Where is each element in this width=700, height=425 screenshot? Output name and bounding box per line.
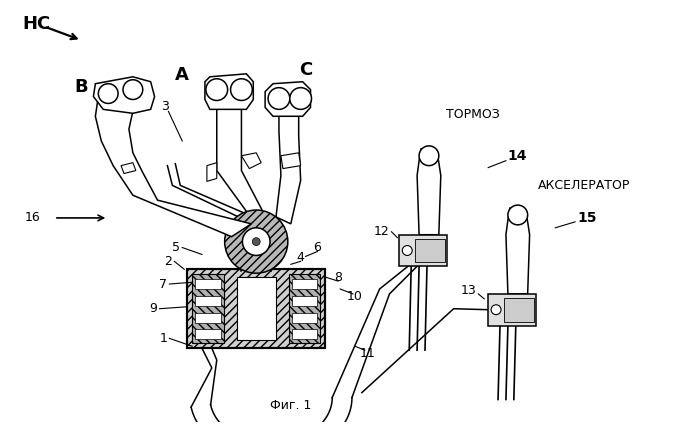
Polygon shape bbox=[195, 329, 220, 339]
Text: 3: 3 bbox=[162, 100, 169, 113]
Text: 1: 1 bbox=[160, 332, 167, 345]
Polygon shape bbox=[265, 82, 311, 116]
Text: 12: 12 bbox=[374, 225, 389, 238]
Text: ТОРМОЗ: ТОРМОЗ bbox=[446, 108, 500, 121]
Polygon shape bbox=[93, 77, 155, 113]
Circle shape bbox=[290, 88, 312, 109]
Text: 11: 11 bbox=[360, 347, 376, 360]
Text: A: A bbox=[175, 66, 189, 84]
Polygon shape bbox=[292, 329, 317, 339]
Polygon shape bbox=[504, 298, 533, 322]
Circle shape bbox=[225, 210, 288, 273]
Polygon shape bbox=[95, 84, 251, 237]
Polygon shape bbox=[276, 84, 301, 224]
Text: 5: 5 bbox=[172, 241, 180, 254]
Circle shape bbox=[123, 80, 143, 99]
Circle shape bbox=[268, 88, 290, 109]
Polygon shape bbox=[415, 239, 444, 262]
Text: 16: 16 bbox=[25, 211, 40, 224]
Polygon shape bbox=[207, 163, 217, 181]
Text: 10: 10 bbox=[347, 290, 363, 303]
Polygon shape bbox=[506, 208, 530, 294]
Polygon shape bbox=[187, 269, 326, 348]
Polygon shape bbox=[399, 235, 447, 266]
Text: 8: 8 bbox=[334, 271, 342, 283]
Polygon shape bbox=[292, 279, 317, 289]
Polygon shape bbox=[121, 163, 136, 173]
Polygon shape bbox=[241, 153, 261, 169]
Polygon shape bbox=[195, 279, 220, 289]
Polygon shape bbox=[417, 149, 441, 235]
Polygon shape bbox=[289, 274, 321, 343]
Polygon shape bbox=[217, 77, 264, 214]
Circle shape bbox=[252, 238, 260, 246]
Polygon shape bbox=[281, 153, 301, 169]
Text: АКСЕЛЕРАТОР: АКСЕЛЕРАТОР bbox=[538, 179, 630, 192]
Circle shape bbox=[508, 205, 528, 225]
Circle shape bbox=[206, 79, 228, 100]
Text: 9: 9 bbox=[150, 302, 158, 315]
Circle shape bbox=[419, 146, 439, 166]
Polygon shape bbox=[292, 313, 317, 323]
Circle shape bbox=[242, 228, 270, 255]
Polygon shape bbox=[488, 294, 536, 326]
Polygon shape bbox=[292, 296, 317, 306]
Circle shape bbox=[402, 246, 412, 255]
Text: 2: 2 bbox=[164, 255, 172, 268]
Text: 6: 6 bbox=[314, 241, 321, 254]
Text: C: C bbox=[299, 61, 312, 79]
Text: 7: 7 bbox=[160, 278, 167, 291]
Text: 4: 4 bbox=[297, 251, 304, 264]
Text: НС: НС bbox=[22, 15, 50, 34]
Circle shape bbox=[230, 79, 252, 100]
Text: B: B bbox=[75, 78, 88, 96]
Text: 13: 13 bbox=[461, 284, 476, 297]
Text: Фиг. 1: Фиг. 1 bbox=[270, 399, 312, 412]
Polygon shape bbox=[195, 313, 220, 323]
Text: 15: 15 bbox=[577, 211, 596, 225]
Polygon shape bbox=[195, 296, 220, 306]
Polygon shape bbox=[237, 277, 276, 340]
Polygon shape bbox=[205, 74, 253, 109]
Circle shape bbox=[98, 84, 118, 103]
Polygon shape bbox=[192, 274, 224, 343]
Circle shape bbox=[491, 305, 501, 314]
Text: 14: 14 bbox=[508, 149, 527, 163]
